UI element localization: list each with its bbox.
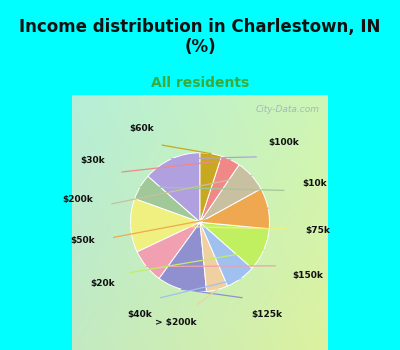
Text: $200k: $200k <box>62 195 93 204</box>
Wedge shape <box>200 156 239 222</box>
Wedge shape <box>130 199 200 252</box>
Text: $40k: $40k <box>127 310 152 319</box>
Wedge shape <box>137 222 200 279</box>
Wedge shape <box>159 222 206 292</box>
Text: $100k: $100k <box>268 138 299 147</box>
Text: $20k: $20k <box>90 279 115 288</box>
Wedge shape <box>200 222 252 286</box>
Text: > $200k: > $200k <box>156 318 197 327</box>
Wedge shape <box>200 189 270 229</box>
Wedge shape <box>148 153 200 222</box>
Wedge shape <box>200 222 269 268</box>
Text: All residents: All residents <box>151 76 249 90</box>
Wedge shape <box>200 153 222 222</box>
Text: $10k: $10k <box>302 179 327 188</box>
Wedge shape <box>200 222 228 292</box>
Wedge shape <box>200 165 261 222</box>
Text: Income distribution in Charlestown, IN
(%): Income distribution in Charlestown, IN (… <box>19 18 381 56</box>
Text: $60k: $60k <box>129 124 154 133</box>
Text: $150k: $150k <box>292 271 323 280</box>
Text: $50k: $50k <box>70 236 95 245</box>
Wedge shape <box>135 176 200 222</box>
Text: $125k: $125k <box>251 310 282 319</box>
Text: City-Data.com: City-Data.com <box>256 105 320 114</box>
Text: $75k: $75k <box>305 226 330 235</box>
Text: $30k: $30k <box>80 156 105 166</box>
